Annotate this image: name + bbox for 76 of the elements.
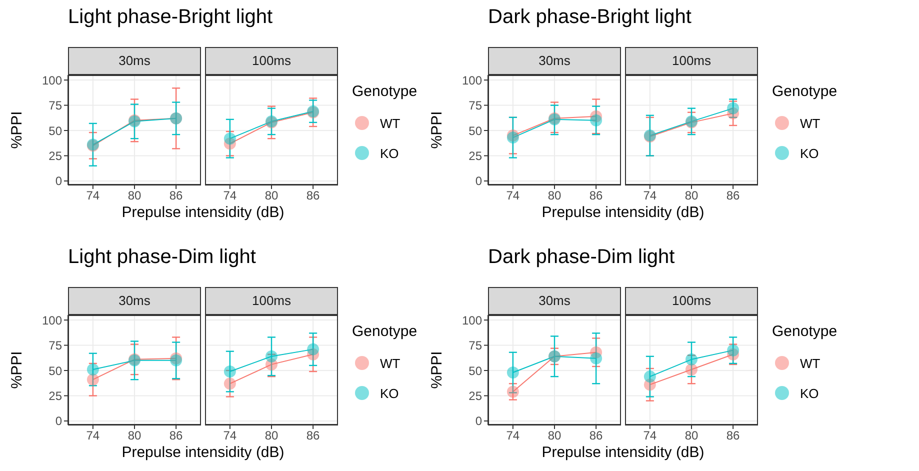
- chart-subtitle: 30ms: [68, 287, 201, 315]
- x-axis-title: Prepulse intensidity (dB): [120, 444, 286, 461]
- x-tick-label: 74: [86, 428, 100, 443]
- y-tick-label: 100: [462, 73, 482, 88]
- legend-label: WT: [380, 356, 400, 370]
- x-tick-label: 86: [589, 188, 604, 203]
- y-axis-title: %PPI: [428, 111, 446, 149]
- chart-subtitle: 100ms: [205, 287, 338, 315]
- legend-label: WT: [800, 356, 820, 370]
- x-tick-label: 80: [548, 428, 562, 443]
- y-tick-label: 0: [475, 174, 482, 188]
- legend-title: Genotype: [352, 323, 418, 340]
- x-tick-label: 86: [169, 188, 184, 203]
- legend-title: Genotype: [772, 323, 838, 340]
- y-tick-label: 50: [468, 364, 482, 378]
- y-tick-label: 75: [48, 338, 62, 353]
- x-tick-label: 86: [306, 188, 320, 203]
- x-tick-label: 86: [726, 428, 740, 443]
- x-tick-label: 86: [589, 428, 604, 443]
- x-tick-label: 74: [643, 428, 657, 443]
- x-tick-label: 86: [726, 188, 740, 203]
- y-tick-label: 0: [55, 174, 62, 188]
- x-tick-label: 80: [684, 428, 698, 443]
- x-tick-label: 80: [128, 428, 142, 443]
- chart-title: Dark phase-Bright light: [488, 6, 692, 29]
- legend-label: KO: [380, 146, 399, 160]
- x-tick-label: 86: [169, 428, 184, 443]
- y-tick-label: 50: [48, 124, 62, 138]
- x-tick-label: 74: [223, 188, 237, 203]
- legend-label: WT: [800, 116, 820, 130]
- y-tick-label: 25: [48, 388, 62, 403]
- y-tick-label: 25: [468, 388, 482, 403]
- x-tick-label: 80: [548, 188, 562, 203]
- y-tick-label: 100: [42, 73, 62, 88]
- y-tick-label: 50: [468, 124, 482, 138]
- legend-label: KO: [380, 386, 399, 400]
- y-tick-label: 0: [55, 414, 62, 428]
- chart-subtitle: 100ms: [625, 47, 758, 75]
- x-axis-title: Prepulse intensidity (dB): [120, 204, 286, 221]
- chart-title: Dark phase-Dim light: [488, 246, 675, 269]
- y-tick-label: 100: [42, 313, 62, 328]
- y-axis-title: %PPI: [8, 111, 26, 149]
- chart-subtitle: 100ms: [205, 47, 338, 75]
- chart-subtitle: 100ms: [625, 287, 758, 315]
- legend-title: Genotype: [772, 83, 838, 100]
- x-axis-title: Prepulse intensidity (dB): [540, 444, 706, 461]
- legend-label: KO: [800, 146, 819, 160]
- x-tick-label: 80: [128, 188, 142, 203]
- y-tick-label: 50: [48, 364, 62, 378]
- y-tick-label: 75: [468, 98, 482, 113]
- x-tick-label: 74: [223, 428, 237, 443]
- chart-subtitle: 30ms: [488, 287, 621, 315]
- y-tick-label: 25: [48, 148, 62, 163]
- y-axis-title: %PPI: [8, 351, 26, 389]
- y-tick-label: 25: [468, 148, 482, 163]
- x-tick-label: 86: [306, 428, 320, 443]
- legend-label: WT: [380, 116, 400, 130]
- x-tick-label: 74: [506, 428, 520, 443]
- x-tick-label: 74: [643, 188, 657, 203]
- y-tick-label: 100: [462, 313, 482, 328]
- chart-subtitle: 30ms: [488, 47, 621, 75]
- legend-label: KO: [800, 386, 819, 400]
- y-tick-label: 75: [468, 338, 482, 353]
- chart-subtitle: 30ms: [68, 47, 201, 75]
- x-tick-label: 74: [86, 188, 100, 203]
- x-tick-label: 80: [684, 188, 698, 203]
- x-tick-label: 80: [264, 188, 278, 203]
- x-tick-label: 80: [264, 428, 278, 443]
- legend-title: Genotype: [352, 83, 418, 100]
- x-axis-title: Prepulse intensidity (dB): [540, 204, 706, 221]
- y-tick-label: 0: [475, 414, 482, 428]
- y-tick-label: 75: [48, 98, 62, 113]
- x-tick-label: 74: [506, 188, 520, 203]
- chart-title: Light phase-Bright light: [68, 6, 273, 29]
- y-axis-title: %PPI: [428, 351, 446, 389]
- chart-title: Light phase-Dim light: [68, 246, 256, 269]
